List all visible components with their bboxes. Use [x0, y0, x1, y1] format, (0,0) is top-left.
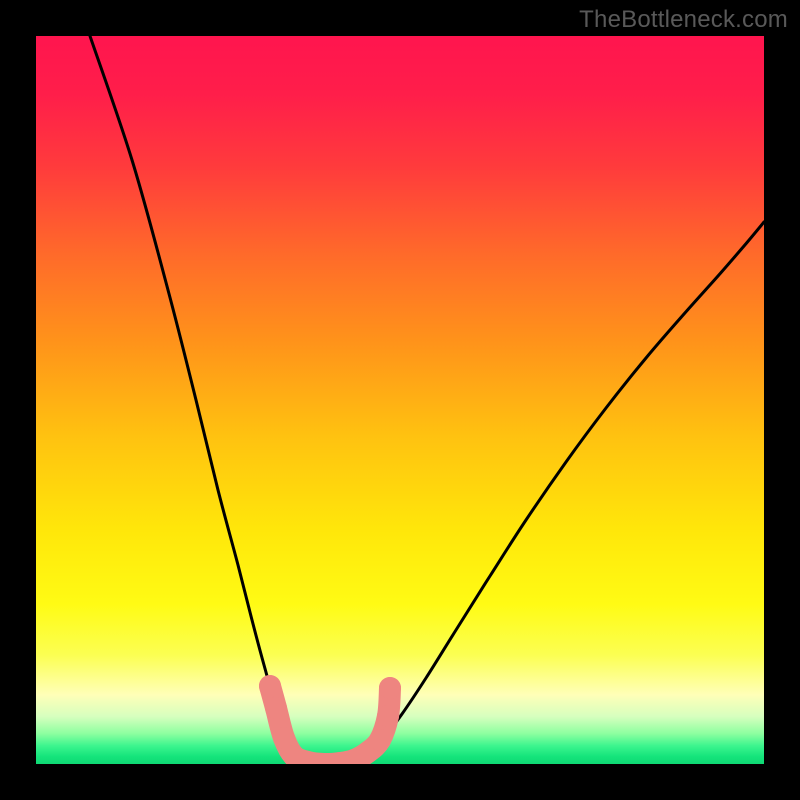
plot-background [36, 36, 764, 764]
marker-dot [369, 729, 391, 751]
marker-dot [259, 675, 281, 697]
marker-dot [377, 705, 399, 727]
marker-dot [265, 697, 287, 719]
bottleneck-chart [0, 0, 800, 800]
watermark-text: TheBottleneck.com [579, 6, 788, 34]
marker-dot [379, 677, 401, 699]
